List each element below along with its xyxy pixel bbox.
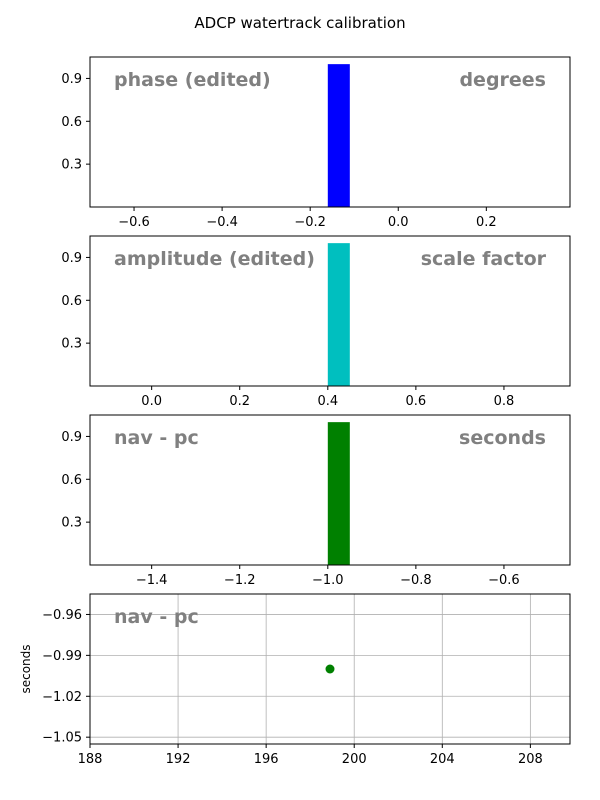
panel-3: −1.4 −1.2 −1.0 −0.8 −0.6 0.3 0.6 0.9 nav - pc sec… <box>61 414 571 588</box>
x-tick-label: 208 <box>518 752 543 767</box>
x-tick-label: 0.0 <box>141 394 162 409</box>
x-tick-label: 0.0 <box>388 215 409 230</box>
y-tick-label: −0.96 <box>42 608 82 623</box>
y-tick-label: 0.9 <box>61 251 82 266</box>
panel-annotation-left: phase (edited) <box>114 69 271 91</box>
x-tick-label: −0.6 <box>118 215 150 230</box>
axes-frame <box>89 56 571 208</box>
x-tick-label: 188 <box>78 752 103 767</box>
x-tick-label: 0.2 <box>476 215 497 230</box>
y-tick-label: 0.3 <box>61 337 82 352</box>
panel-4: 188 192 196 200 204 208 −1.05 −1.02 −0.99 −0.96 na… <box>19 593 571 767</box>
x-tick-label: 0.8 <box>494 394 515 409</box>
panels-container: −0.6 −0.4 −0.2 0.0 0.2 0.3 0.6 0.9 phase (edited… <box>19 56 571 767</box>
panel-1: −0.6 −0.4 −0.2 0.0 0.2 0.3 0.6 0.9 phase (edited… <box>61 56 571 230</box>
x-tick-label: −0.6 <box>488 573 520 588</box>
axes-frame <box>89 593 571 745</box>
x-tick-label: 0.2 <box>229 394 250 409</box>
y-tick-label: −0.99 <box>42 649 82 664</box>
scatter-point <box>325 664 335 674</box>
x-tick-label: 200 <box>342 752 367 767</box>
panel-annotation-right: seconds <box>459 427 546 449</box>
histogram-bar <box>327 422 350 565</box>
panel-annotation-right: degrees <box>459 69 546 91</box>
axes-frame <box>89 235 571 387</box>
y-tick-label: 0.3 <box>61 158 82 173</box>
histogram-bar <box>327 243 350 386</box>
y-tick-label: 0.6 <box>61 294 82 309</box>
y-tick-label: 0.3 <box>61 516 82 531</box>
panel-2: 0.0 0.2 0.4 0.6 0.8 0.3 0.6 0.9 amplitude (edite… <box>61 235 571 409</box>
panel-annotation-left: nav - pc <box>114 606 199 628</box>
y-tick-label: 0.9 <box>61 72 82 87</box>
x-tick-label: 0.4 <box>317 394 338 409</box>
y-tick-label: 0.6 <box>61 473 82 488</box>
x-tick-label: 192 <box>166 752 191 767</box>
y-tick-label: 0.9 <box>61 430 82 445</box>
x-tick-label: −0.4 <box>206 215 238 230</box>
y-axis-label: seconds <box>19 644 33 693</box>
y-tick-label: 0.6 <box>61 115 82 130</box>
x-tick-label: 196 <box>254 752 279 767</box>
x-tick-label: −0.2 <box>294 215 326 230</box>
axes-frame <box>89 414 571 566</box>
y-tick-label: −1.02 <box>42 690 82 705</box>
x-tick-label: 204 <box>430 752 455 767</box>
histogram-bar <box>327 64 350 208</box>
panel-annotation-left: amplitude (edited) <box>114 248 315 270</box>
x-tick-label: −1.2 <box>224 573 256 588</box>
x-tick-label: 0.6 <box>406 394 427 409</box>
x-tick-label: −1.0 <box>312 573 344 588</box>
y-tick-label: −1.05 <box>42 731 82 746</box>
x-tick-label: −0.8 <box>400 573 432 588</box>
chart-title: ADCP watertrack calibration <box>194 14 405 32</box>
panel-annotation-left: nav - pc <box>114 427 199 449</box>
x-tick-label: −1.4 <box>136 573 168 588</box>
panel-annotation-right: scale factor <box>421 248 547 270</box>
